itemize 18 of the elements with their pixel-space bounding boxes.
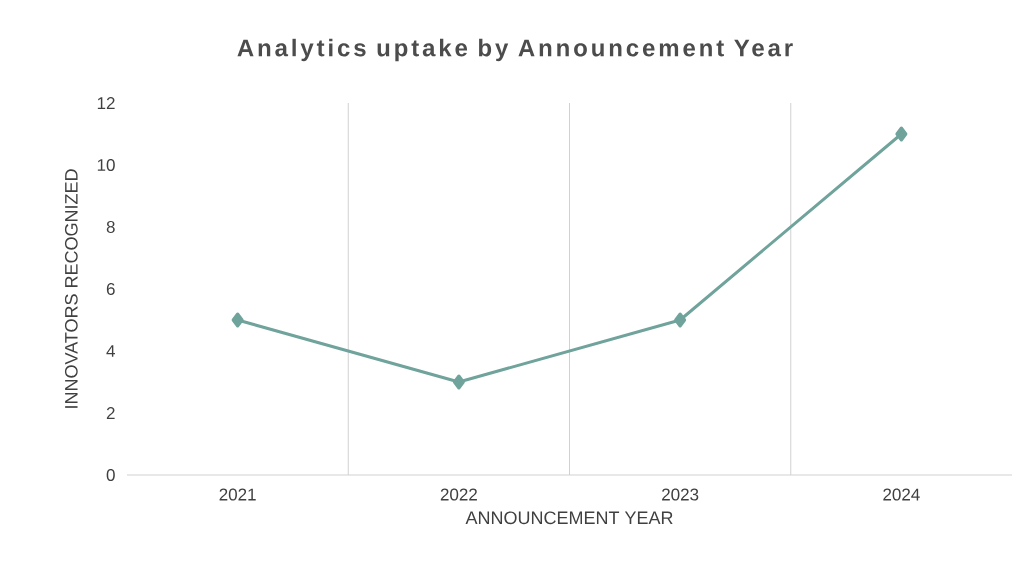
y-tick-label: 12 — [97, 97, 115, 109]
y-tick-label: 8 — [106, 220, 115, 234]
x-axis-title: ANNOUNCEMENT YEAR — [465, 511, 673, 525]
x-tick-label: 2021 — [219, 488, 256, 501]
y-axis-title: INNOVATORS RECOGNIZED — [64, 169, 78, 408]
y-tick-label: 10 — [97, 158, 115, 172]
x-tick-label: 2022 — [440, 488, 477, 501]
chart-title: Analytics uptake by Announcement Year — [237, 38, 793, 62]
point — [231, 312, 244, 328]
x-tick-label: 2024 — [883, 488, 920, 501]
point — [674, 312, 687, 328]
y-tick-label: 6 — [106, 282, 115, 296]
y-tick-label: 2 — [106, 407, 115, 419]
y-tick-label: 4 — [106, 345, 115, 357]
point — [895, 126, 908, 142]
y-tick-label: 0 — [106, 468, 115, 482]
x-tick-label: 2023 — [662, 488, 699, 501]
point — [452, 374, 465, 390]
